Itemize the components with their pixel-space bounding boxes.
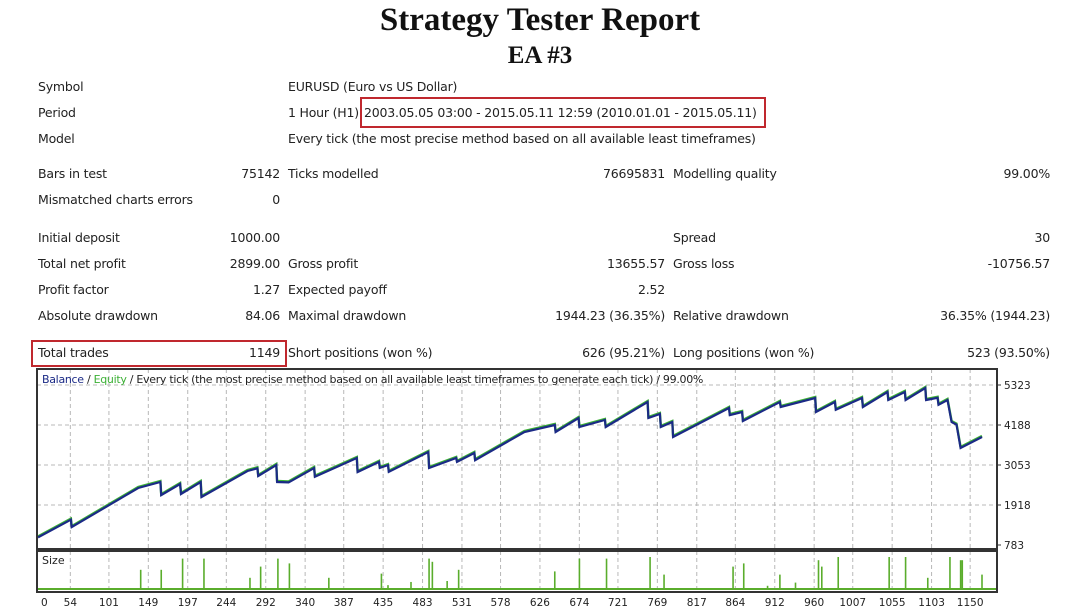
- legend-description: / Every tick (the most precise method ba…: [126, 373, 704, 386]
- symbol-value: EURUSD (Euro vs US Dollar): [288, 79, 458, 94]
- maxdd-label: Maximal drawdown: [288, 308, 407, 323]
- x-tick-label: 531: [452, 597, 472, 608]
- ticks-label: Ticks modelled: [288, 166, 379, 181]
- trades-value: 1149: [248, 345, 280, 360]
- x-tick-label: 864: [725, 597, 745, 608]
- main-plot-area: [37, 369, 997, 549]
- netprofit-value: 2899.00: [229, 256, 280, 271]
- payoff-label: Expected payoff: [288, 282, 387, 297]
- deposit-value: 1000.00: [229, 230, 280, 245]
- chart-legend: Balance / Equity / Every tick (the most …: [42, 373, 703, 386]
- x-tick-label: 912: [765, 597, 785, 608]
- legend-balance: Balance: [42, 373, 84, 386]
- period-highlight-box: [360, 97, 766, 128]
- quality-value: 99.00%: [1003, 166, 1051, 181]
- mismatch-label: Mismatched charts errors: [38, 192, 193, 207]
- absdd-label: Absolute drawdown: [38, 308, 158, 323]
- balance-line: [37, 386, 983, 539]
- symbol-label: Symbol: [38, 79, 84, 94]
- maxdd-value: 1944.23 (36.35%): [555, 308, 665, 323]
- x-tick-label: 244: [216, 597, 236, 608]
- period-timeframe: 1 Hour (H1): [288, 105, 359, 120]
- x-tick-label: 817: [687, 597, 707, 608]
- x-tick-label: 721: [608, 597, 628, 608]
- legend-separator: /: [83, 373, 94, 386]
- report-title: Strategy Tester Report: [379, 2, 701, 38]
- report-subtitle: EA #3: [507, 42, 573, 69]
- size-panel-label: Size: [42, 554, 65, 567]
- x-tick-label: 769: [647, 597, 667, 608]
- y-tick-label: 783: [1004, 540, 1024, 552]
- profit-factor-value: 1.27: [252, 282, 280, 297]
- reldd-value: 36.35% (1944.23): [940, 308, 1050, 323]
- balance-chart: 5323 4188 3053 1918 783 0 54 101 149 197 244 292 340…: [36, 368, 1031, 608]
- period-label: Period: [38, 105, 76, 120]
- y-tick-label: 5323: [1004, 380, 1031, 392]
- main-plot-frame: [36, 368, 998, 550]
- grossprofit-label: Gross profit: [288, 256, 359, 271]
- x-tick-label: 54: [64, 597, 78, 608]
- y-tick-label: 4188: [1004, 420, 1031, 432]
- x-tick-label: 674: [569, 597, 589, 608]
- x-tick-label: 626: [530, 597, 550, 608]
- netprofit-label: Total net profit: [38, 256, 126, 271]
- model-value: Every tick (the most precise method base…: [288, 131, 756, 146]
- grossprofit-value: 13655.57: [606, 256, 665, 271]
- mismatch-value: 0: [272, 192, 280, 207]
- reldd-label: Relative drawdown: [673, 308, 789, 323]
- bars-label: Bars in test: [38, 166, 107, 181]
- x-tick-label: 483: [413, 597, 433, 608]
- x-tick-label: 0: [41, 597, 48, 608]
- profit-factor-label: Profit factor: [38, 282, 109, 297]
- long-value: 523 (93.50%): [967, 345, 1050, 360]
- x-tick-label: 197: [178, 597, 198, 608]
- size-plot-area: [37, 551, 997, 592]
- x-tick-label: 1055: [879, 597, 906, 608]
- x-tick-label: 292: [256, 597, 276, 608]
- spread-label: Spread: [673, 230, 716, 245]
- x-tick-label: 435: [373, 597, 393, 608]
- period-range: 2003.05.05 03:00 - 2015.05.11 12:59 (201…: [364, 105, 757, 120]
- trades-highlight-box: [31, 340, 287, 367]
- x-tick-label: 578: [491, 597, 511, 608]
- deposit-label: Initial deposit: [38, 230, 120, 245]
- x-tick-label: 149: [138, 597, 158, 608]
- y-tick-label: 3053: [1004, 460, 1031, 472]
- payoff-value: 2.52: [637, 282, 665, 297]
- trades-label: Total trades: [38, 345, 109, 360]
- x-tick-label: 340: [295, 597, 315, 608]
- ticks-value: 76695831: [602, 166, 665, 181]
- short-label: Short positions (won %): [288, 345, 433, 360]
- x-tick-label: 1150: [957, 597, 984, 608]
- quality-label: Modelling quality: [673, 166, 777, 181]
- short-value: 626 (95.21%): [582, 345, 665, 360]
- x-tick-label: 101: [99, 597, 119, 608]
- x-tick-label: 1007: [839, 597, 866, 608]
- grossloss-value: -10756.57: [987, 256, 1051, 271]
- absdd-value: 84.06: [245, 308, 280, 323]
- x-tick-label: 960: [804, 597, 824, 608]
- bars-value: 75142: [241, 166, 280, 181]
- legend-equity: Equity: [93, 373, 127, 386]
- spread-value: 30: [1034, 230, 1050, 245]
- y-tick-label: 1918: [1004, 500, 1031, 512]
- grossloss-label: Gross loss: [673, 256, 735, 271]
- size-plot-frame: [36, 550, 998, 593]
- x-tick-label: 1103: [918, 597, 945, 608]
- model-label: Model: [38, 131, 75, 146]
- x-tick-label: 387: [334, 597, 354, 608]
- long-label: Long positions (won %): [673, 345, 815, 360]
